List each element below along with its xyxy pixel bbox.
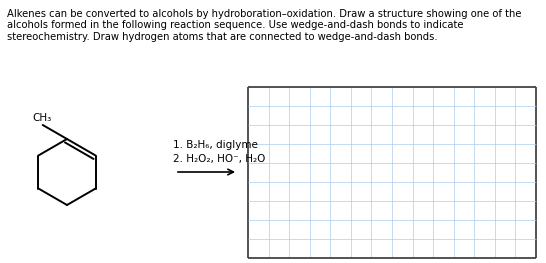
Text: 1. B₂H₆, diglyme: 1. B₂H₆, diglyme	[173, 140, 258, 150]
Text: Alkenes can be converted to alcohols by hydroboration–oxidation. Draw a structur: Alkenes can be converted to alcohols by …	[7, 9, 521, 19]
Text: CH₃: CH₃	[32, 113, 51, 123]
Text: 2. H₂O₂, HO⁻, H₂O: 2. H₂O₂, HO⁻, H₂O	[173, 154, 265, 164]
Text: stereochemistry. Draw hydrogen atoms that are connected to wedge-and-dash bonds.: stereochemistry. Draw hydrogen atoms tha…	[7, 32, 438, 42]
Text: alcohols formed in the following reaction sequence. Use wedge-and-dash bonds to : alcohols formed in the following reactio…	[7, 21, 464, 31]
